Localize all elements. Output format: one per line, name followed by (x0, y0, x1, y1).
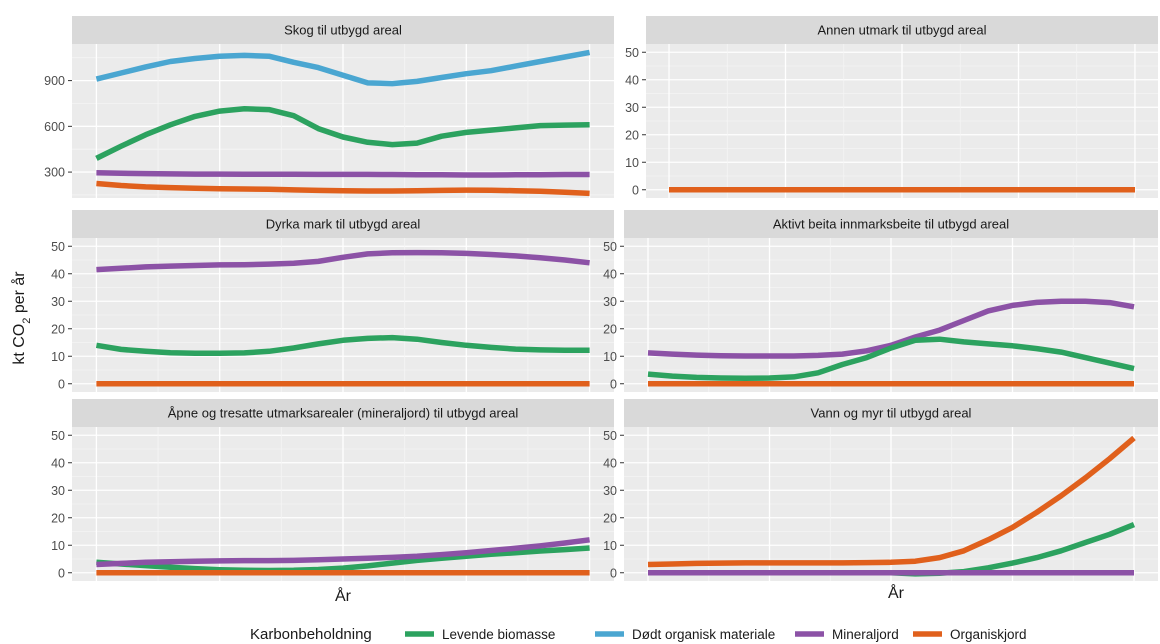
y-tick-label: 600 (44, 120, 65, 134)
y-tick-label: 10 (625, 156, 639, 170)
y-tick-label: 900 (44, 74, 65, 88)
series-line-organiskjord (647, 435, 1136, 568)
panel-title: Vann og myr til utbygd areal (811, 406, 972, 421)
legend-label-levende-biomasse: Levende biomasse (442, 627, 555, 642)
panel-strip (72, 16, 614, 44)
series-line-levende-biomasse (95, 334, 590, 356)
y-tick-label: 40 (51, 267, 65, 281)
y-tick-label: 30 (51, 484, 65, 498)
y-tick-label: 50 (603, 240, 617, 254)
y-tick-label: 50 (625, 46, 639, 60)
panel-strip (72, 399, 614, 427)
y-tick-label: 30 (51, 295, 65, 309)
y-tick-label: 40 (625, 73, 639, 87)
panel-title: Skog til utbygd areal (284, 23, 402, 38)
panel-annen-utmark-til-utbygd-areal: Annen utmark til utbygd areal 0 10 20 30 40 50 (625, 16, 1158, 198)
panel-title: Aktivt beita innmarksbeite til utbygd ar… (773, 217, 1009, 232)
y-tick-label: 30 (625, 101, 639, 115)
y-tick-label: 40 (603, 456, 617, 470)
y-tick-label: 20 (51, 322, 65, 336)
panel-vann-og-myr-til-utbygd-areal: Vann og myr til utbygd areal 0 10 20 30 40 50 (603, 399, 1158, 581)
legend-label-organiskjord: Organiskjord (950, 627, 1027, 642)
panel-strip (72, 210, 614, 238)
series-line-levende-biomasse (647, 336, 1135, 382)
y-tick-label: 20 (603, 511, 617, 525)
y-tick-label: 30 (603, 295, 617, 309)
y-axis-title: kt CO2 per år (10, 271, 33, 365)
legend-label-mineraljord: Mineraljord (832, 627, 899, 642)
y-tick-label: 40 (51, 456, 65, 470)
y-tick-label: 0 (610, 377, 617, 391)
x-axis-title-right: År (888, 583, 905, 602)
series-line-mineraljord (96, 537, 590, 568)
series-line-mineraljord (96, 249, 590, 273)
y-tick-label: 50 (51, 240, 65, 254)
y-tick-label: 20 (603, 322, 617, 336)
y-tick-label: 10 (51, 539, 65, 553)
y-tick-label: 20 (625, 128, 639, 142)
panel-title: Annen utmark til utbygd areal (817, 23, 986, 38)
panel-strip (624, 210, 1158, 238)
legend: Karbonbeholdning Levende biomasse Dødt org… (250, 626, 1027, 643)
series-line-mineraljord (96, 170, 590, 178)
panel-strip (624, 399, 1158, 427)
y-tick-label: 0 (58, 566, 65, 580)
y-tick-label: 0 (610, 566, 617, 580)
panel-pne-og-tresatte-utmarksarealer-mineraljord-til-utbygd-areal: Åpne og tresatte utmarksarealer (mineral… (51, 399, 614, 581)
y-tick-label: 0 (632, 183, 639, 197)
panel-dyrka-mark-til-utbygd-areal: Dyrka mark til utbygd areal 0 10 20 30 40 50 (51, 210, 614, 392)
y-tick-label: 10 (603, 350, 617, 364)
series-line-organiskjord (96, 180, 590, 197)
y-tick-label: 10 (51, 350, 65, 364)
legend-label-d-dt-organisk-materiale: Dødt organisk materiale (632, 627, 775, 642)
y-tick-label: 50 (51, 429, 65, 443)
y-tick-label: 20 (51, 511, 65, 525)
panel-skog-til-utbygd-areal: Skog til utbygd areal 300 600 900 (44, 16, 614, 198)
panel-title: Dyrka mark til utbygd areal (266, 217, 421, 232)
series-line-levende-biomasse (95, 106, 590, 161)
panel-strip (646, 16, 1158, 44)
series-line-d-dt-organisk-materiale (95, 49, 591, 87)
series-line-levende-biomasse (96, 545, 590, 574)
legend-title: Karbonbeholdning (250, 626, 372, 643)
y-tick-label: 30 (603, 484, 617, 498)
x-axis-title-left: År (335, 586, 352, 605)
y-tick-label: 300 (44, 166, 65, 180)
y-tick-label: 10 (603, 539, 617, 553)
y-tick-label: 40 (603, 267, 617, 281)
y-tick-label: 0 (58, 377, 65, 391)
panel-aktivt-beita-innmarksbeite-til-utbygd-areal: Aktivt beita innmarksbeite til utbygd ar… (603, 210, 1158, 392)
panel-title: Åpne og tresatte utmarksarealer (mineral… (168, 406, 519, 421)
y-tick-label: 50 (603, 429, 617, 443)
